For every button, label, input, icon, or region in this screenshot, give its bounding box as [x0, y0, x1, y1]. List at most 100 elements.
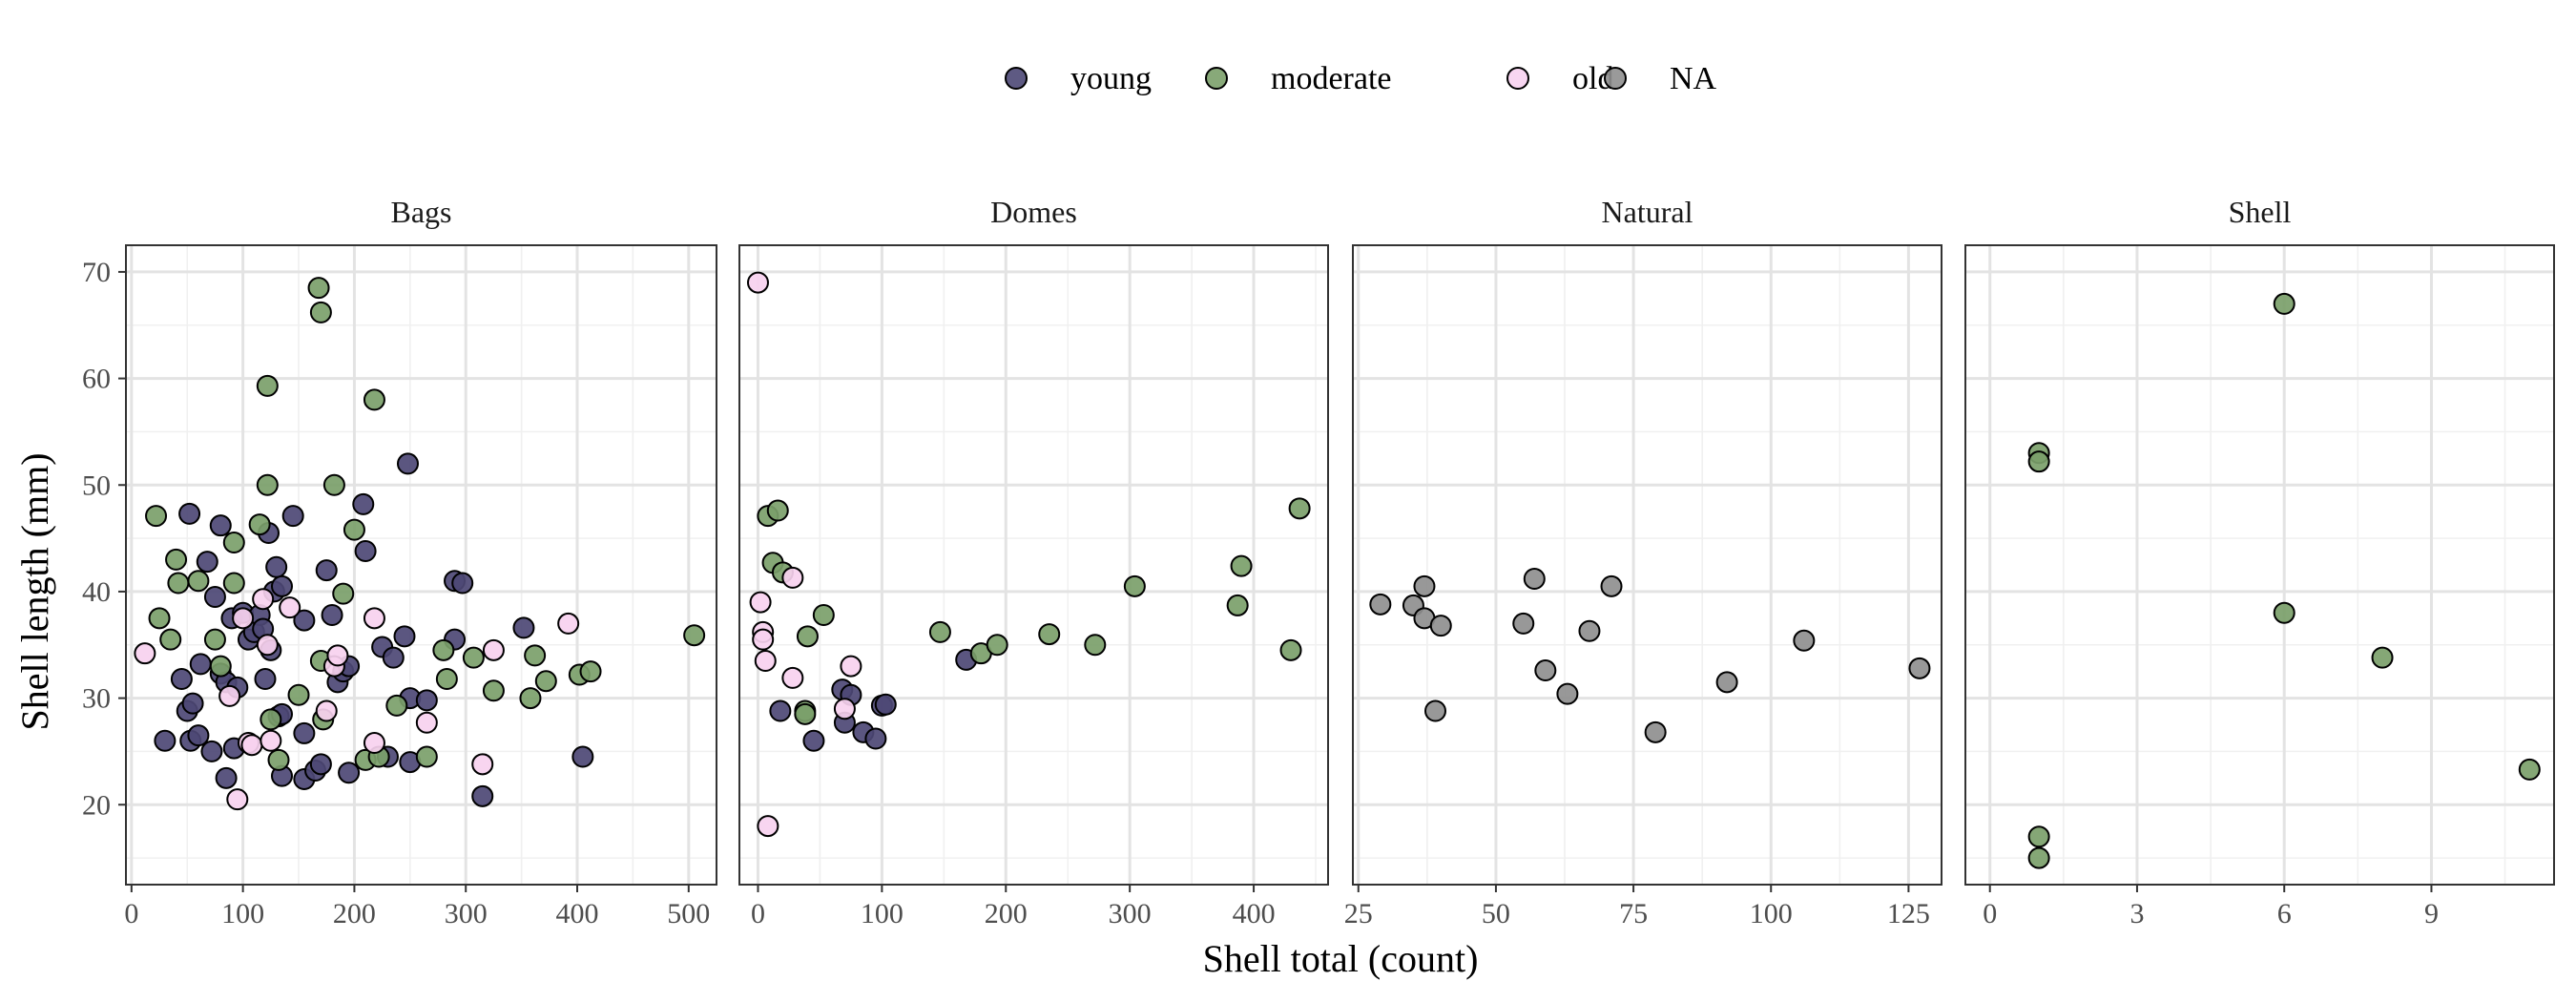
data-point-young: [321, 603, 343, 626]
data-point-young: [265, 555, 288, 578]
data-point-young: [293, 721, 316, 744]
data-point-na: [1512, 612, 1535, 635]
x-tick-label: 500: [667, 898, 710, 929]
data-point-moderate: [2027, 825, 2050, 848]
data-point-old: [781, 566, 804, 589]
data-point-na: [1644, 720, 1667, 743]
data-point-moderate: [332, 582, 355, 605]
data-point-old: [557, 612, 580, 635]
data-point-old: [252, 588, 275, 611]
x-tick-label: 200: [985, 898, 1028, 929]
legend: young moderate old NA: [1005, 61, 1717, 96]
data-point-old: [232, 607, 255, 630]
data-point-young: [200, 740, 223, 762]
data-point-moderate: [2027, 846, 2050, 869]
data-point-moderate: [1226, 594, 1249, 616]
legend-item-old: old: [1506, 61, 1613, 96]
data-point-old: [752, 628, 775, 651]
data-point-moderate: [307, 277, 330, 300]
panel-border: [125, 244, 717, 886]
data-point-old: [833, 698, 856, 720]
data-point-moderate: [1230, 554, 1253, 577]
data-point-moderate: [1279, 638, 1302, 661]
data-point-young: [181, 692, 204, 715]
data-point-moderate: [187, 570, 210, 593]
y-tick-label: 60: [82, 364, 111, 395]
data-point-old: [482, 638, 505, 661]
data-point-young: [338, 762, 361, 784]
data-point-old: [226, 788, 249, 811]
x-tick-label: 200: [333, 898, 376, 929]
data-point-moderate: [766, 499, 789, 522]
data-point-young: [178, 502, 201, 525]
data-point-moderate: [322, 473, 345, 496]
y-tick-label: 40: [82, 576, 111, 608]
data-point-young: [415, 689, 438, 712]
data-point-moderate: [2027, 450, 2050, 473]
legend-marker-young: [1005, 67, 1028, 90]
legend-marker-moderate: [1205, 67, 1228, 90]
panel-title-bags: Bags: [391, 195, 452, 229]
data-point-moderate: [2518, 758, 2541, 781]
y-tick-label: 20: [82, 789, 111, 821]
x-tick-label: 50: [1482, 898, 1510, 929]
data-point-na: [1413, 574, 1436, 597]
data-point-moderate: [167, 572, 190, 595]
data-point-moderate: [432, 638, 455, 661]
x-tick-label: 3: [2129, 898, 2144, 929]
data-point-young: [571, 745, 594, 768]
panel-background: [1353, 245, 1942, 885]
data-point-old: [363, 731, 385, 754]
x-tick-label: 300: [445, 898, 488, 929]
panel-shell: Shell 0 3 6 9: [1964, 195, 2555, 929]
data-point-na: [1523, 568, 1546, 591]
data-point-young: [512, 616, 535, 639]
data-point-moderate: [1038, 623, 1061, 646]
x-tick-label: 6: [2277, 898, 2292, 929]
data-point-na: [1715, 671, 1738, 694]
data-point-na: [1534, 659, 1557, 682]
data-point-old: [746, 271, 769, 294]
y-tick-label: 70: [82, 257, 111, 288]
legend-marker-old: [1506, 67, 1529, 90]
legend-label-young: young: [1070, 61, 1152, 96]
data-point-young: [451, 572, 474, 595]
data-point-young: [393, 625, 416, 648]
data-point-moderate: [148, 607, 171, 630]
data-point-young: [187, 724, 210, 747]
data-point-young: [271, 574, 294, 597]
legend-item-na: NA: [1604, 61, 1717, 96]
panel-title-domes: Domes: [990, 195, 1077, 229]
data-point-moderate: [462, 646, 485, 669]
data-point-moderate: [267, 748, 290, 771]
data-point-moderate: [203, 628, 226, 651]
panel-border: [1352, 244, 1942, 886]
data-point-young: [309, 753, 332, 776]
data-point-na: [1423, 699, 1446, 722]
data-point-old: [471, 753, 494, 776]
data-point-na: [1369, 593, 1392, 616]
data-point-old: [240, 734, 263, 757]
x-tick-label: 25: [1344, 898, 1373, 929]
data-point-old: [134, 642, 156, 665]
data-point-moderate: [2273, 292, 2296, 315]
legend-label-moderate: moderate: [1271, 61, 1392, 96]
data-point-young: [170, 667, 193, 690]
data-point-old: [260, 729, 282, 752]
data-point-moderate: [2273, 601, 2296, 624]
data-point-young: [396, 452, 419, 475]
data-point-young: [196, 551, 218, 574]
data-point-old: [279, 596, 301, 619]
data-point-moderate: [256, 374, 279, 397]
data-point-moderate: [2371, 646, 2394, 669]
data-point-moderate: [1123, 574, 1146, 597]
y-tick-label: 50: [82, 470, 111, 501]
data-point-old: [754, 650, 777, 672]
panel-border: [738, 244, 1329, 886]
data-point-young: [354, 539, 377, 562]
data-point-na: [1429, 615, 1452, 637]
data-point-young: [281, 505, 304, 528]
data-point-young: [293, 609, 316, 632]
data-point-moderate: [524, 644, 547, 667]
